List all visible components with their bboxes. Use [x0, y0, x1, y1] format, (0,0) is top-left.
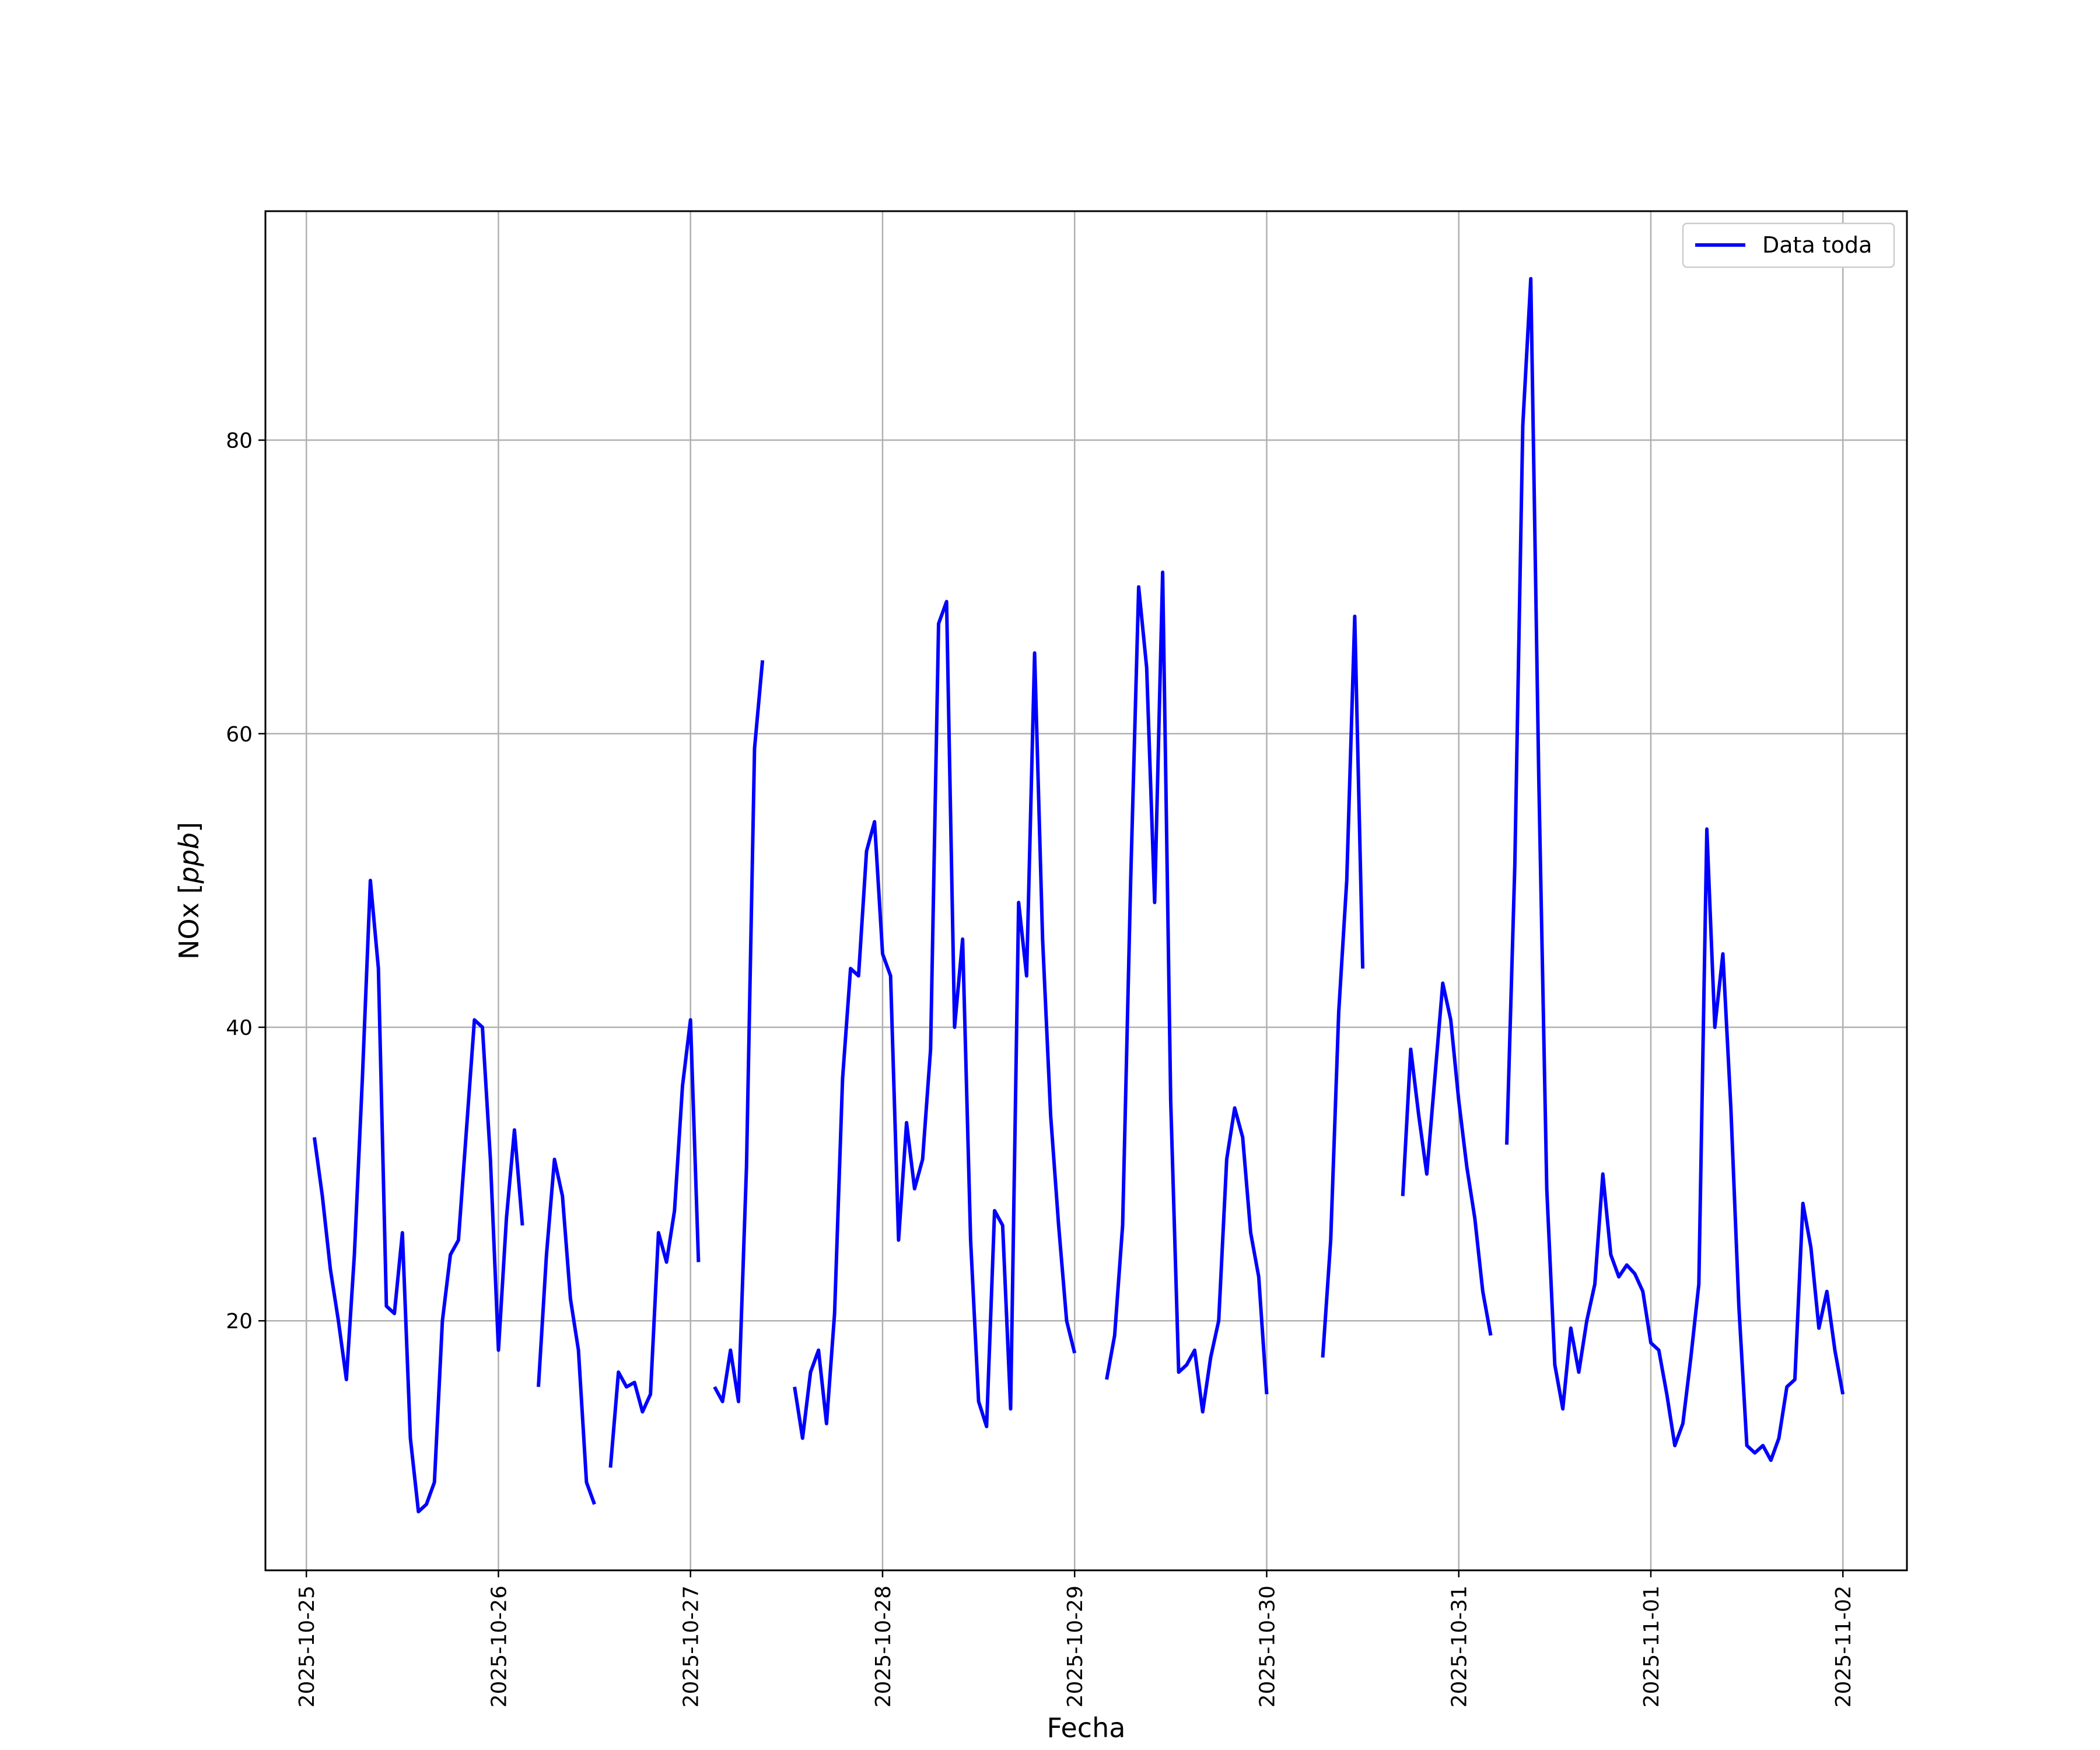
- series-line-segment: [1321, 614, 1365, 1358]
- series-line-segment: [1401, 981, 1493, 1336]
- data-series: [312, 276, 1845, 1514]
- x-tick-label: 2025-11-02: [1832, 1586, 1856, 1707]
- grid-lines: [265, 211, 1907, 1570]
- legend: Data toda: [1682, 222, 1895, 268]
- x-tick-label: 2025-10-29: [1063, 1586, 1087, 1707]
- y-axis-label: NOx [ppb]: [173, 822, 205, 960]
- plot-frame: [264, 210, 1908, 1572]
- x-axis-label: Fecha: [1047, 1712, 1126, 1744]
- x-tick-label: 2025-10-28: [872, 1586, 895, 1707]
- x-tick-label: 2025-10-26: [487, 1586, 511, 1707]
- x-tick-label: 2025-10-25: [295, 1586, 319, 1707]
- y-axis-label-unit: ppb: [173, 832, 205, 884]
- series-line-segment: [608, 1018, 701, 1468]
- x-tick-label: 2025-10-27: [680, 1586, 704, 1707]
- y-axis-label-suffix: ]: [173, 822, 205, 832]
- y-axis-label-main: NOx [: [173, 884, 205, 960]
- series-line-segment: [713, 660, 765, 1404]
- y-tick-label: 20: [226, 1310, 253, 1334]
- series-line-segment: [1505, 276, 1845, 1462]
- x-tick-label: 2025-10-30: [1255, 1586, 1279, 1707]
- y-tick-label: 60: [226, 723, 253, 747]
- series-line-segment: [793, 600, 1077, 1440]
- series-line-segment: [312, 878, 524, 1514]
- legend-box: [1682, 222, 1895, 268]
- series-line-segment: [1105, 570, 1269, 1414]
- series-line-segment: [537, 1157, 596, 1505]
- x-tick-label: 2025-11-01: [1640, 1586, 1664, 1707]
- axis-ticks: 2025-10-25 2025-10-26 2025-10-27 2025-10-28…: [226, 429, 1856, 1708]
- y-tick-label: 80: [226, 429, 253, 453]
- y-tick-label: 40: [226, 1016, 253, 1040]
- x-tick-label: 2025-10-31: [1448, 1586, 1472, 1707]
- legend-label: Data toda: [1762, 232, 1872, 258]
